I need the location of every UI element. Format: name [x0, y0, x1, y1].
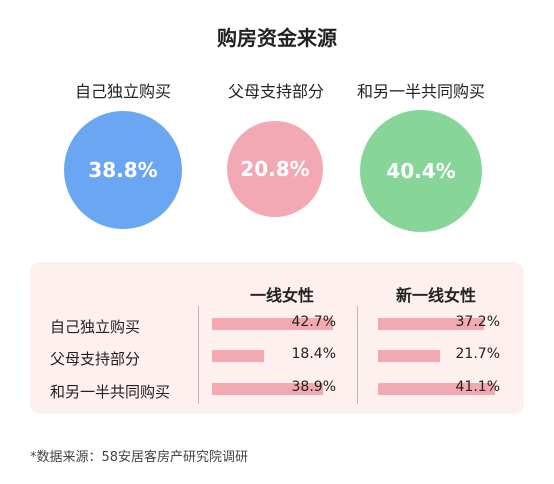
- value-new-tier1-joint: 41.1%: [455, 379, 500, 395]
- column-header-new-tier1: 新一线女性: [395, 286, 476, 305]
- bubble-value-joint: 40.4%: [386, 159, 456, 183]
- bubble-joint: 和另一半共同购买 40.4%: [341, 78, 501, 238]
- bar-tier1-parents: [212, 350, 264, 362]
- value-new-tier1-parents: 21.7%: [455, 346, 500, 362]
- bubble-label-joint: 和另一半共同购买: [356, 82, 485, 101]
- bubble-self: 自己独立购买 38.8%: [43, 78, 203, 238]
- bubble-circle-self: 38.8%: [64, 111, 182, 229]
- row-label-self: 自己独立购买: [50, 318, 141, 336]
- separator-left: [198, 306, 199, 404]
- bubble-value-self: 38.8%: [88, 158, 158, 182]
- bubble-value-parents: 20.8%: [240, 157, 310, 181]
- column-header-tier1: 一线女性: [249, 286, 314, 305]
- bar-new-tier1-self: [378, 318, 484, 330]
- value-tier1-parents: 18.4%: [291, 346, 336, 362]
- bubble-label-self: 自己独立购买: [74, 82, 171, 101]
- bar-new-tier1-joint: [378, 383, 495, 395]
- bar-new-tier1-parents: [378, 350, 440, 362]
- bubble-circle-joint: 40.4%: [360, 110, 482, 232]
- bar-tier1-joint: [212, 383, 323, 395]
- value-tier1-self: 42.7%: [291, 314, 336, 330]
- bubble-circle-parents: 20.8%: [227, 121, 323, 217]
- bar-tier1-self: [212, 318, 333, 330]
- bubble-label-parents: 父母支持部分: [227, 82, 324, 101]
- row-label-joint: 和另一半共同购买: [50, 383, 171, 401]
- separator-right: [357, 306, 358, 404]
- row-label-parents: 父母支持部分: [50, 350, 141, 368]
- bubble-parents: 父母支持部分 20.8%: [196, 78, 356, 238]
- chart-title: 购房资金来源: [217, 26, 337, 50]
- footnote: *数据来源：58安居客房产研究院调研: [30, 450, 249, 465]
- value-tier1-joint: 38.9%: [291, 379, 336, 395]
- value-new-tier1-self: 37.2%: [455, 314, 500, 330]
